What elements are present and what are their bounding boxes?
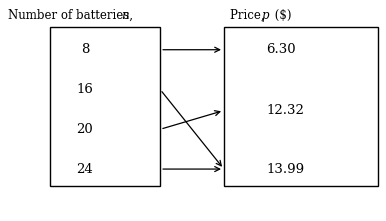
Text: Number of batteries,: Number of batteries, bbox=[8, 9, 137, 22]
Text: 20: 20 bbox=[76, 123, 93, 136]
Text: Price,: Price, bbox=[230, 9, 268, 22]
Text: p: p bbox=[261, 9, 269, 22]
Text: 16: 16 bbox=[76, 83, 93, 96]
Text: 24: 24 bbox=[76, 163, 93, 175]
Bar bbox=[50, 27, 160, 186]
Text: 8: 8 bbox=[81, 43, 89, 56]
Bar bbox=[224, 27, 378, 186]
Text: 6.30: 6.30 bbox=[266, 43, 296, 56]
Text: 13.99: 13.99 bbox=[266, 163, 305, 175]
Text: 12.32: 12.32 bbox=[266, 104, 304, 117]
Text: ($): ($) bbox=[271, 9, 291, 22]
Text: n: n bbox=[122, 9, 129, 22]
